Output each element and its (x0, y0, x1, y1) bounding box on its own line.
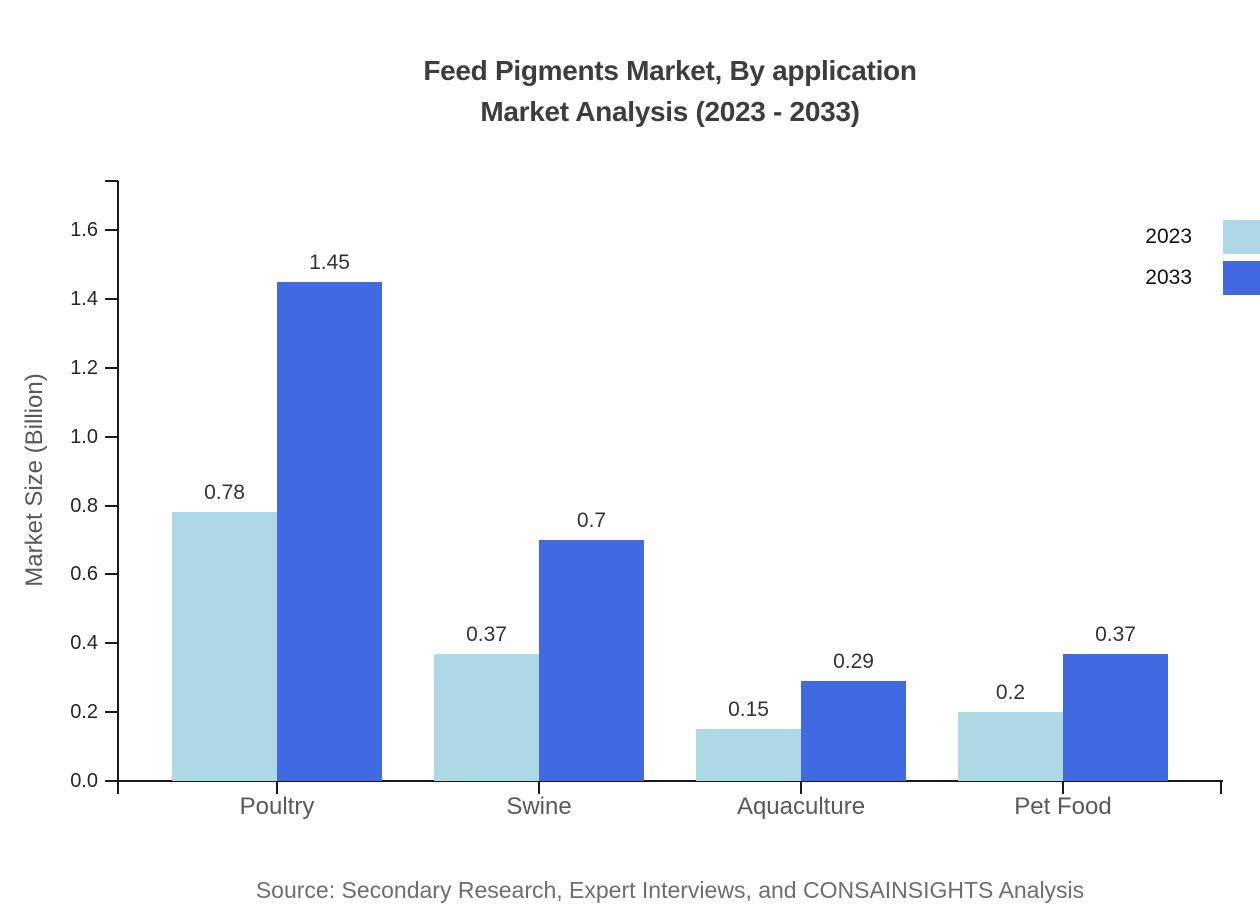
value-label-2033-swine: 0.7 (576, 509, 607, 532)
legend-swatch-2033 (1223, 261, 1260, 295)
y-tick-1.4 (105, 297, 118, 300)
y-tick-1.6 (105, 229, 118, 231)
x-label-pet-food: Pet Food (1014, 793, 1112, 820)
y-tick-label-1.0: 1.0 (70, 425, 98, 448)
x-label-swine: Swine (506, 793, 572, 820)
bar-2023-pet-food (958, 712, 1063, 781)
value-label-2033-poultry: 1.45 (309, 251, 350, 274)
chart-title-line1: Feed Pigments Market, By application (423, 55, 917, 86)
legend-label-2033: 2033 (1145, 266, 1192, 289)
x-axis-left-end-tick (117, 781, 119, 794)
x-axis-right-end-tick (1220, 781, 1222, 794)
x-label-aquaculture: Aquaculture (736, 793, 866, 820)
bar-2023-swine (434, 654, 539, 781)
x-label-poultry: Poultry (239, 793, 315, 820)
x-tick-pet-food (1062, 781, 1064, 794)
value-label-2033-pet-food: 0.37 (1095, 623, 1136, 646)
y-tick-1.2 (105, 366, 118, 369)
y-tick-label-0.6: 0.6 (70, 563, 98, 586)
y-tick-label-0.2: 0.2 (70, 701, 98, 724)
y-tick-label-0.8: 0.8 (70, 494, 98, 517)
bar-2033-pet-food (1063, 654, 1168, 781)
value-label-2023-pet-food: 0.2 (995, 681, 1026, 704)
y-axis-end-tick (105, 180, 118, 182)
y-tick-label-1.2: 1.2 (70, 356, 98, 379)
y-tick-0.6 (105, 573, 118, 576)
source-attribution: Source: Secondary Research, Expert Inter… (255, 877, 1085, 903)
x-tick-poultry (276, 781, 278, 794)
y-axis-spine (117, 181, 119, 782)
chart-title-line2: Market Analysis (2023 - 2033) (480, 96, 860, 127)
x-axis-spine (117, 780, 1223, 782)
value-label-2023-poultry: 0.78 (204, 481, 245, 504)
y-tick-label-0.0: 0.0 (70, 770, 98, 792)
y-axis-label: Market Size (Billion) (21, 373, 48, 587)
y-tick-0.8 (105, 504, 118, 507)
value-label-2023-swine: 0.37 (466, 623, 507, 646)
y-tick-label-0.4: 0.4 (70, 632, 98, 655)
y-tick-0.2 (105, 711, 118, 714)
x-tick-swine (538, 781, 540, 794)
legend-swatch-2023 (1223, 220, 1260, 254)
bar-2033-poultry (277, 282, 382, 781)
bar-2023-poultry (172, 512, 277, 781)
value-label-2023-aquaculture: 0.15 (728, 698, 769, 721)
bar-2023-aquaculture (696, 729, 801, 781)
bar-2033-swine (539, 540, 644, 781)
y-tick-0.0 (105, 780, 118, 782)
bar-2033-aquaculture (801, 681, 906, 781)
y-tick-label-1.4: 1.4 (70, 287, 98, 310)
legend-label-2023: 2023 (1145, 225, 1192, 248)
plot-area: 0.78 0.37 0.15 0.2 1.45 0.7 0.29 0.37 (118, 181, 1222, 781)
x-tick-aquaculture (800, 781, 802, 794)
y-tick-label-1.6: 1.6 (70, 219, 98, 241)
value-label-2033-aquaculture: 0.29 (833, 650, 874, 673)
y-tick-1.0 (105, 435, 118, 438)
y-tick-0.4 (105, 642, 118, 645)
chart-title: Feed Pigments Market, By application Mar… (80, 50, 1260, 132)
